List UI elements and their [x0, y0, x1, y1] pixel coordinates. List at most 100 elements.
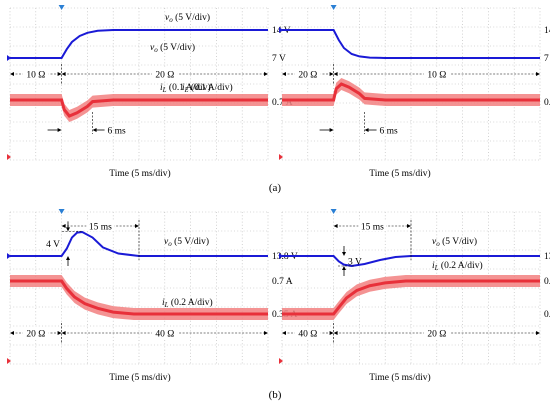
segment-label-bg — [151, 68, 178, 79]
channel-marker-voltage — [7, 253, 11, 259]
trigger-marker — [330, 5, 337, 10]
subscript: o — [436, 240, 440, 248]
segment-label: 20 Ω — [26, 330, 45, 340]
series-label-voltage: vo (5 V/div) — [165, 12, 210, 24]
grid — [9, 7, 269, 161]
subscript: o — [168, 240, 172, 248]
channel-marker-current — [279, 358, 283, 364]
unit-text: (5 V/div) — [173, 12, 210, 23]
panel-a-left: vo (5 V/div)iL (0.1 A/div)14 V7 V0.7 A10… — [7, 5, 293, 179]
segment-label-bg — [22, 68, 49, 79]
level-label: 0.7 A — [272, 277, 293, 287]
annotation-layer: vo (5 V/div)iL (0.1 A/div)14 V7 V0.7 A10… — [7, 5, 293, 160]
current-noise-band — [10, 275, 268, 320]
settle-label: 15 ms — [361, 223, 384, 233]
channel-marker-current — [279, 154, 283, 160]
delta-label: 3 V — [348, 258, 362, 268]
level-label: 7 V — [544, 54, 550, 64]
symbol: i — [182, 83, 185, 93]
voltage-trace — [282, 29, 540, 59]
voltage-trace — [10, 230, 268, 257]
subscript: L — [164, 301, 169, 309]
symbol: i — [160, 83, 163, 93]
unit-text: (5 V/div) — [440, 236, 477, 247]
unit-text: (5 V/div) — [158, 42, 195, 53]
segment-label: 10 Ω — [26, 71, 45, 81]
delta-label: 4 V — [46, 240, 60, 250]
series-layer — [282, 255, 540, 320]
level-label: 0.7 A — [544, 98, 550, 108]
current-noise-band — [282, 275, 540, 320]
current-trace — [282, 279, 540, 316]
channel-marker-voltage — [279, 253, 283, 259]
channel-marker-voltage — [279, 27, 283, 33]
delay-arrowhead — [329, 128, 334, 132]
segment-label-bg — [151, 327, 178, 338]
symbol: v — [165, 13, 170, 23]
segment-label-bg — [423, 327, 450, 338]
delta-arrowhead — [66, 227, 70, 232]
segment-label-bg — [22, 327, 49, 338]
delay-arrowhead — [92, 128, 97, 132]
annotation-layer: vo (5 V/div)iL (0.1 A/div)14 V7 V0.7 A20… — [150, 5, 550, 160]
trigger-marker — [58, 209, 65, 214]
channel-marker-current — [7, 358, 11, 364]
delta-arrowhead — [66, 256, 70, 260]
panel-a-right: vo (5 V/div)iL (0.1 A/div)14 V7 V0.7 A20… — [150, 5, 550, 179]
trigger-marker — [330, 209, 337, 214]
level-label: 7 V — [272, 54, 286, 64]
series-layer — [282, 29, 540, 106]
series-label-current: iL (0.2 A/div) — [162, 297, 213, 309]
subscript: L — [434, 264, 439, 272]
unit-text: (0.1 A/div) — [189, 82, 233, 93]
delay-label: 6 ms — [108, 127, 127, 137]
settle-label-bg — [358, 220, 387, 231]
current-trace — [282, 82, 540, 102]
series-label-voltage: vo (5 V/div) — [432, 236, 477, 248]
delay-arrowhead — [57, 128, 62, 132]
level-label: 14 V — [544, 26, 550, 36]
current-trace — [10, 279, 268, 316]
grid — [281, 7, 541, 161]
series-label-voltage: vo (5 V/div) — [164, 236, 209, 248]
segment-label: 40 Ω — [155, 330, 174, 340]
segment-label: 20 Ω — [298, 71, 317, 81]
segment-label: 10 Ω — [427, 71, 446, 81]
symbol: i — [432, 261, 435, 271]
subscript: o — [154, 46, 158, 54]
current-trace — [10, 98, 268, 118]
symbol: v — [150, 43, 155, 53]
series-layer — [10, 230, 268, 320]
segment-label: 20 Ω — [427, 330, 446, 340]
segment-label: 20 Ω — [155, 71, 174, 81]
time-axis-label: Time (5 ms/div) — [109, 168, 170, 179]
delta-arrowhead — [342, 252, 346, 256]
symbol: v — [164, 237, 169, 247]
settle-label: 15 ms — [89, 223, 112, 233]
caption-b: (b) — [269, 389, 282, 401]
time-axis-label: Time (5 ms/div) — [109, 372, 170, 383]
subscript: L — [184, 86, 189, 94]
subscript: L — [162, 86, 167, 94]
level-label: 0.7 A — [544, 277, 550, 287]
subscript: o — [169, 16, 173, 24]
series-layer — [10, 29, 268, 122]
level-label: 0.35 A — [544, 310, 550, 320]
voltage-trace — [282, 255, 540, 268]
caption-a: (a) — [269, 182, 282, 194]
trigger-marker — [58, 5, 65, 10]
series-label-current: iL (0.2 A/div) — [432, 260, 483, 272]
segment-label-bg — [294, 327, 321, 338]
channel-marker-current — [7, 154, 11, 160]
segment-label: 40 Ω — [298, 330, 317, 340]
series-label-voltage: vo (5 V/div) — [150, 42, 195, 54]
unit-text: (5 V/div) — [172, 236, 209, 247]
voltage-trace — [10, 29, 268, 59]
segment-label-bg — [294, 68, 321, 79]
panel-b-left: vo (5 V/div)iL (0.2 A/div)13.8 V0.7 A0.3… — [7, 209, 298, 383]
annotation-layer: vo (5 V/div) iL (0.2 A/div) 13.8 V 0.7 A 0.3… — [279, 209, 550, 364]
symbol: v — [432, 237, 437, 247]
time-axis-label: Time (5 ms/div) — [369, 168, 430, 179]
settle-label-bg — [86, 220, 115, 231]
